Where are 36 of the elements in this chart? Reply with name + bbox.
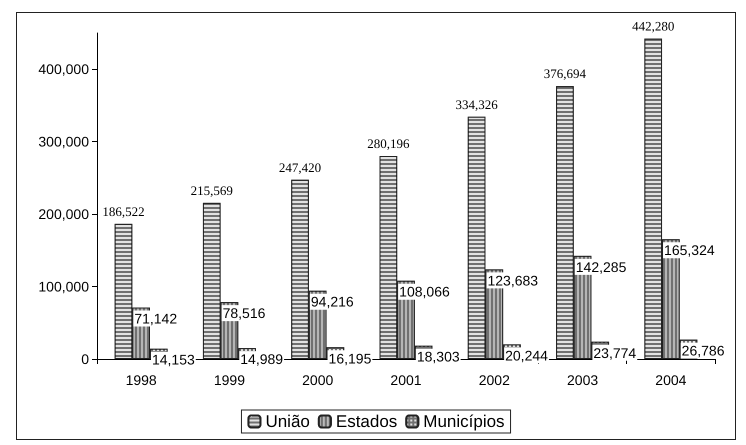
data-label: 247,420 — [278, 160, 322, 175]
x-tick-label: 1999 — [214, 372, 246, 388]
x-tick-label: 2001 — [390, 372, 422, 388]
data-label: 442,280 — [632, 18, 674, 34]
data-label: 14,153 — [152, 352, 196, 368]
y-tick-label: 200,000 — [38, 206, 90, 222]
data-label: 18,303 — [416, 348, 460, 365]
data-label: 71,142 — [134, 310, 178, 326]
legend-label: Municípios — [423, 412, 505, 431]
data-label: 123,683 — [487, 272, 538, 288]
x-tick-label: 2000 — [302, 372, 334, 388]
legend-label: União — [265, 412, 310, 431]
x-tick-label: 2002 — [478, 372, 510, 388]
legend-label: Estados — [336, 412, 398, 431]
data-label: 20,244 — [505, 347, 548, 364]
data-label: 16,195 — [328, 350, 372, 366]
data-label: 26,786 — [682, 342, 725, 359]
data-label: 376,694 — [544, 66, 587, 82]
y-tick-label: 0 — [81, 351, 90, 367]
data-label: 280,196 — [367, 136, 410, 152]
data-label: 14,989 — [240, 351, 284, 368]
y-tick-label: 300,000 — [38, 134, 90, 150]
x-tick-label: 1998 — [126, 372, 157, 388]
data-label: 186,522 — [102, 204, 145, 219]
data-label: 165,324 — [664, 242, 715, 258]
data-label: 94,216 — [310, 294, 354, 310]
data-label: 23,774 — [593, 344, 636, 361]
data-label: 334,326 — [456, 96, 498, 112]
data-label: 142,285 — [576, 258, 627, 275]
y-tick-label: 400,000 — [38, 61, 90, 78]
data-label: 108,066 — [399, 284, 450, 300]
data-label: 78,516 — [222, 305, 266, 322]
data-label: 215,569 — [190, 182, 233, 198]
x-tick-label: 2003 — [566, 372, 598, 388]
y-tick-label: 100,000 — [38, 278, 90, 295]
x-tick-label: 2004 — [655, 372, 687, 388]
